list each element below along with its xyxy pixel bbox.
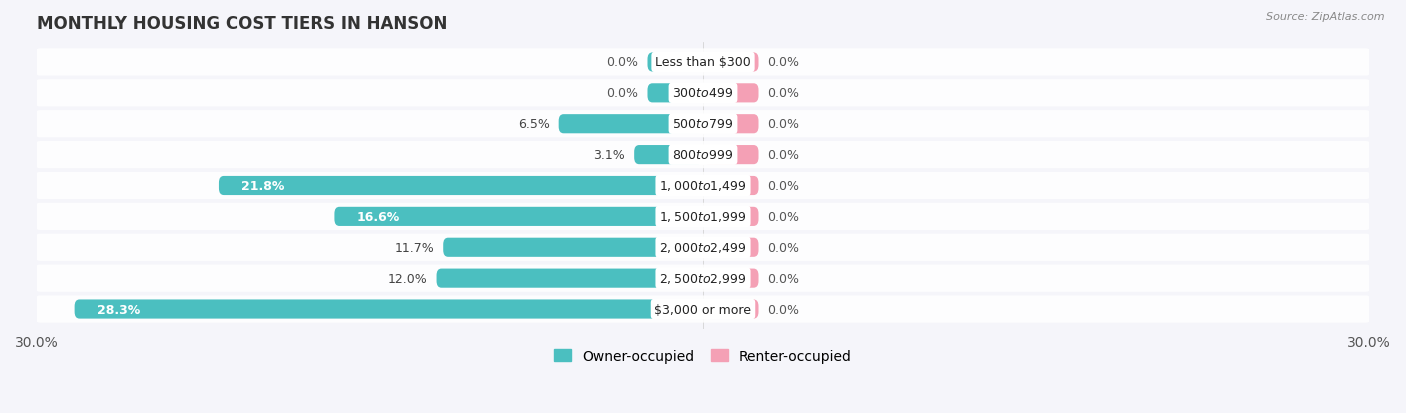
FancyBboxPatch shape bbox=[32, 173, 1374, 199]
FancyBboxPatch shape bbox=[703, 176, 758, 196]
FancyBboxPatch shape bbox=[703, 146, 758, 165]
Text: 0.0%: 0.0% bbox=[768, 210, 800, 223]
Text: 12.0%: 12.0% bbox=[388, 272, 427, 285]
Text: $2,500 to $2,999: $2,500 to $2,999 bbox=[659, 271, 747, 285]
Text: $3,000 or more: $3,000 or more bbox=[655, 303, 751, 316]
Text: MONTHLY HOUSING COST TIERS IN HANSON: MONTHLY HOUSING COST TIERS IN HANSON bbox=[37, 15, 447, 33]
Text: $500 to $799: $500 to $799 bbox=[672, 118, 734, 131]
FancyBboxPatch shape bbox=[32, 80, 1374, 107]
FancyBboxPatch shape bbox=[443, 238, 703, 257]
Text: 0.0%: 0.0% bbox=[768, 118, 800, 131]
Text: $300 to $499: $300 to $499 bbox=[672, 87, 734, 100]
Text: 0.0%: 0.0% bbox=[768, 241, 800, 254]
FancyBboxPatch shape bbox=[634, 146, 703, 165]
FancyBboxPatch shape bbox=[703, 238, 758, 257]
FancyBboxPatch shape bbox=[648, 84, 703, 103]
Text: 11.7%: 11.7% bbox=[395, 241, 434, 254]
Text: 16.6%: 16.6% bbox=[357, 210, 399, 223]
FancyBboxPatch shape bbox=[32, 49, 1374, 76]
Text: $2,000 to $2,499: $2,000 to $2,499 bbox=[659, 241, 747, 255]
Text: Less than $300: Less than $300 bbox=[655, 56, 751, 69]
FancyBboxPatch shape bbox=[648, 53, 703, 72]
FancyBboxPatch shape bbox=[703, 53, 758, 72]
Text: 0.0%: 0.0% bbox=[606, 87, 638, 100]
FancyBboxPatch shape bbox=[32, 142, 1374, 169]
Text: 0.0%: 0.0% bbox=[768, 87, 800, 100]
FancyBboxPatch shape bbox=[32, 296, 1374, 323]
FancyBboxPatch shape bbox=[219, 176, 703, 196]
Text: 0.0%: 0.0% bbox=[606, 56, 638, 69]
Text: $800 to $999: $800 to $999 bbox=[672, 149, 734, 162]
FancyBboxPatch shape bbox=[32, 265, 1374, 292]
FancyBboxPatch shape bbox=[703, 207, 758, 226]
Text: 21.8%: 21.8% bbox=[242, 180, 284, 192]
FancyBboxPatch shape bbox=[32, 111, 1374, 138]
Text: 28.3%: 28.3% bbox=[97, 303, 141, 316]
FancyBboxPatch shape bbox=[703, 300, 758, 319]
FancyBboxPatch shape bbox=[75, 300, 703, 319]
FancyBboxPatch shape bbox=[703, 84, 758, 103]
Text: $1,500 to $1,999: $1,500 to $1,999 bbox=[659, 210, 747, 224]
FancyBboxPatch shape bbox=[703, 115, 758, 134]
Text: 0.0%: 0.0% bbox=[768, 303, 800, 316]
FancyBboxPatch shape bbox=[703, 269, 758, 288]
Text: $1,000 to $1,499: $1,000 to $1,499 bbox=[659, 179, 747, 193]
FancyBboxPatch shape bbox=[32, 234, 1374, 261]
Legend: Owner-occupied, Renter-occupied: Owner-occupied, Renter-occupied bbox=[548, 343, 858, 368]
FancyBboxPatch shape bbox=[558, 115, 703, 134]
Text: 0.0%: 0.0% bbox=[768, 149, 800, 162]
Text: 0.0%: 0.0% bbox=[768, 272, 800, 285]
Text: 0.0%: 0.0% bbox=[768, 180, 800, 192]
Text: Source: ZipAtlas.com: Source: ZipAtlas.com bbox=[1267, 12, 1385, 22]
Text: 6.5%: 6.5% bbox=[517, 118, 550, 131]
FancyBboxPatch shape bbox=[436, 269, 703, 288]
Text: 0.0%: 0.0% bbox=[768, 56, 800, 69]
FancyBboxPatch shape bbox=[335, 207, 703, 226]
Text: 3.1%: 3.1% bbox=[593, 149, 626, 162]
FancyBboxPatch shape bbox=[32, 203, 1374, 230]
